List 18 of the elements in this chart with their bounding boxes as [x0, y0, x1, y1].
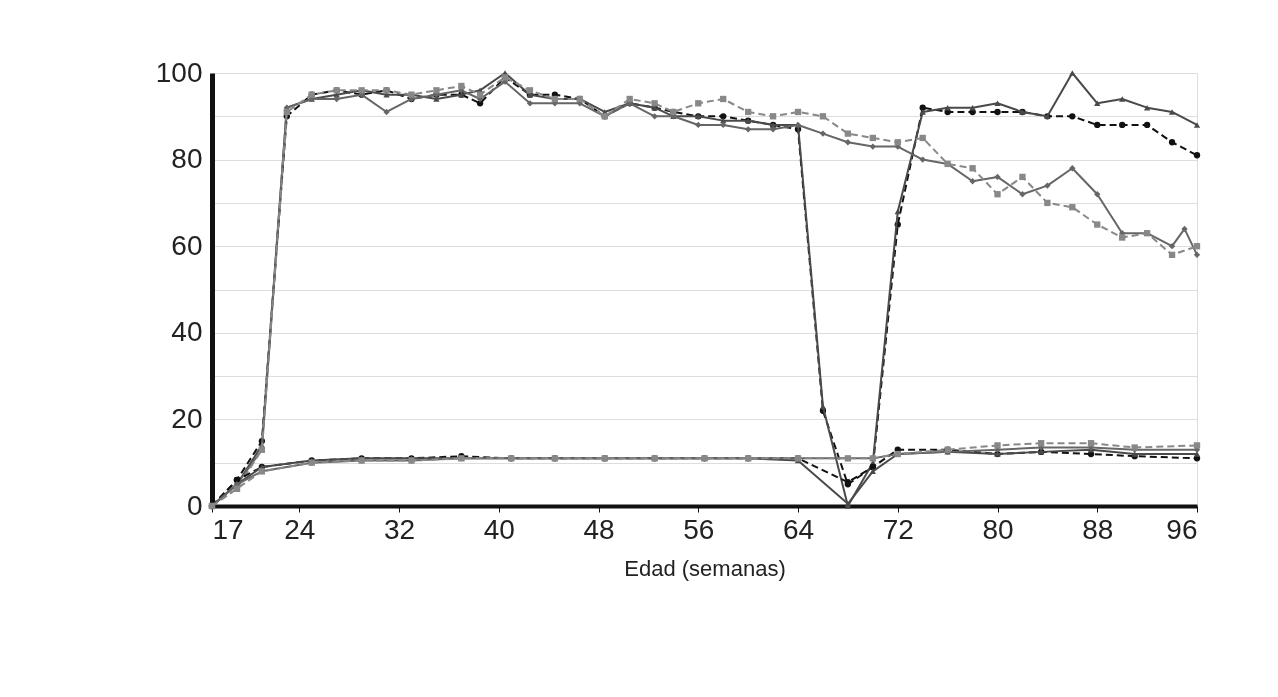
y-tick-label: 100 — [155, 56, 203, 88]
y-tick-label: 60 — [171, 229, 203, 261]
x-tick-label: 64 — [782, 513, 815, 545]
x-tick-label: 32 — [383, 513, 416, 545]
x-tick-label: 88 — [1082, 513, 1114, 545]
x-axis-title: Edad (semanas) — [624, 555, 786, 581]
x-tick-label: 72 — [882, 513, 914, 545]
x-tick-label: 24 — [284, 513, 316, 545]
x-tick-label: 56 — [683, 513, 715, 545]
y-tick-label: 0 — [186, 489, 203, 521]
y-tick-label: 80 — [171, 143, 203, 175]
x-tick-label: 17 — [212, 513, 244, 545]
y-tick-label: 40 — [171, 316, 203, 348]
y-tick-label: 20 — [171, 402, 203, 434]
x-tick-label: 40 — [483, 513, 515, 545]
x-tick-label: 48 — [583, 513, 615, 545]
x-tick-label: 80 — [982, 513, 1014, 545]
x-tick-label: 96 — [1166, 513, 1198, 545]
